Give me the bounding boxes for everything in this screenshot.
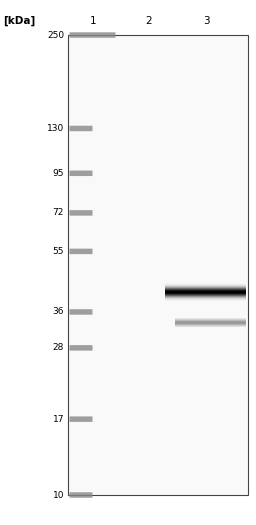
Text: 36: 36 — [52, 308, 64, 317]
FancyBboxPatch shape — [69, 345, 92, 351]
Text: 95: 95 — [52, 169, 64, 178]
Text: 17: 17 — [52, 415, 64, 424]
FancyBboxPatch shape — [69, 492, 92, 498]
Text: 72: 72 — [53, 208, 64, 217]
Text: 28: 28 — [53, 343, 64, 352]
Text: [kDa]: [kDa] — [3, 16, 35, 26]
Text: 1: 1 — [90, 16, 97, 26]
FancyBboxPatch shape — [69, 249, 92, 254]
Text: 130: 130 — [47, 124, 64, 133]
FancyBboxPatch shape — [69, 125, 92, 131]
Text: 3: 3 — [203, 16, 210, 26]
Text: 250: 250 — [47, 30, 64, 39]
Bar — [68, 35, 248, 495]
FancyBboxPatch shape — [69, 210, 92, 216]
FancyBboxPatch shape — [69, 32, 115, 38]
FancyBboxPatch shape — [69, 309, 92, 314]
FancyBboxPatch shape — [69, 416, 92, 422]
Text: 10: 10 — [52, 490, 64, 499]
Text: 2: 2 — [146, 16, 152, 26]
Text: 55: 55 — [52, 247, 64, 256]
FancyBboxPatch shape — [69, 171, 92, 176]
